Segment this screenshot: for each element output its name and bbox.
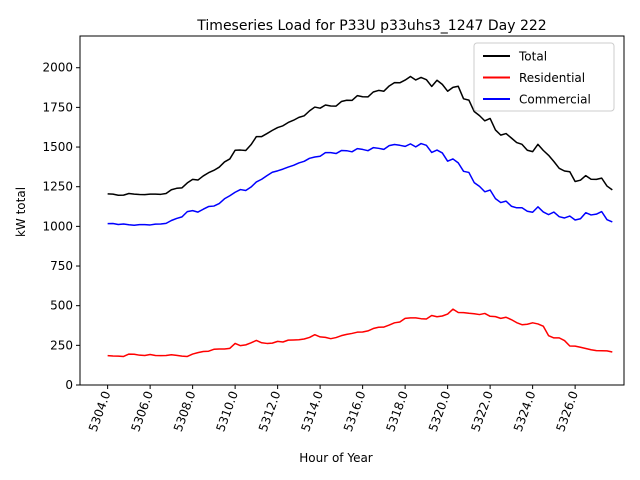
series-line-total bbox=[107, 75, 613, 197]
x-axis-label: Hour of Year bbox=[299, 451, 373, 465]
y-tick-label: 500 bbox=[50, 299, 73, 313]
series-line-residential bbox=[107, 308, 613, 358]
series-layer bbox=[107, 75, 613, 358]
y-tick-label: 1250 bbox=[42, 180, 73, 194]
legend-label-commercial: Commercial bbox=[519, 93, 591, 107]
y-axis-label: kW total bbox=[14, 187, 28, 237]
y-tick-label: 750 bbox=[50, 259, 73, 273]
legend-label-total: Total bbox=[518, 50, 547, 64]
series-line-commercial bbox=[107, 142, 613, 226]
legend: Total Residential Commercial bbox=[473, 42, 615, 112]
plot-frame bbox=[79, 35, 625, 386]
legend-label-residential: Residential bbox=[519, 71, 585, 85]
chart-title: Timeseries Load for P33U p33uhs3_1247 Da… bbox=[196, 18, 546, 34]
y-tick-label: 1750 bbox=[42, 100, 73, 114]
y-tick-label: 1500 bbox=[42, 140, 73, 154]
legend-box bbox=[473, 42, 615, 112]
y-tick-label: 1000 bbox=[42, 219, 73, 233]
y-tick-label: 2000 bbox=[42, 61, 73, 75]
y-tick-label: 0 bbox=[65, 378, 73, 392]
y-tick-label: 250 bbox=[50, 338, 73, 352]
